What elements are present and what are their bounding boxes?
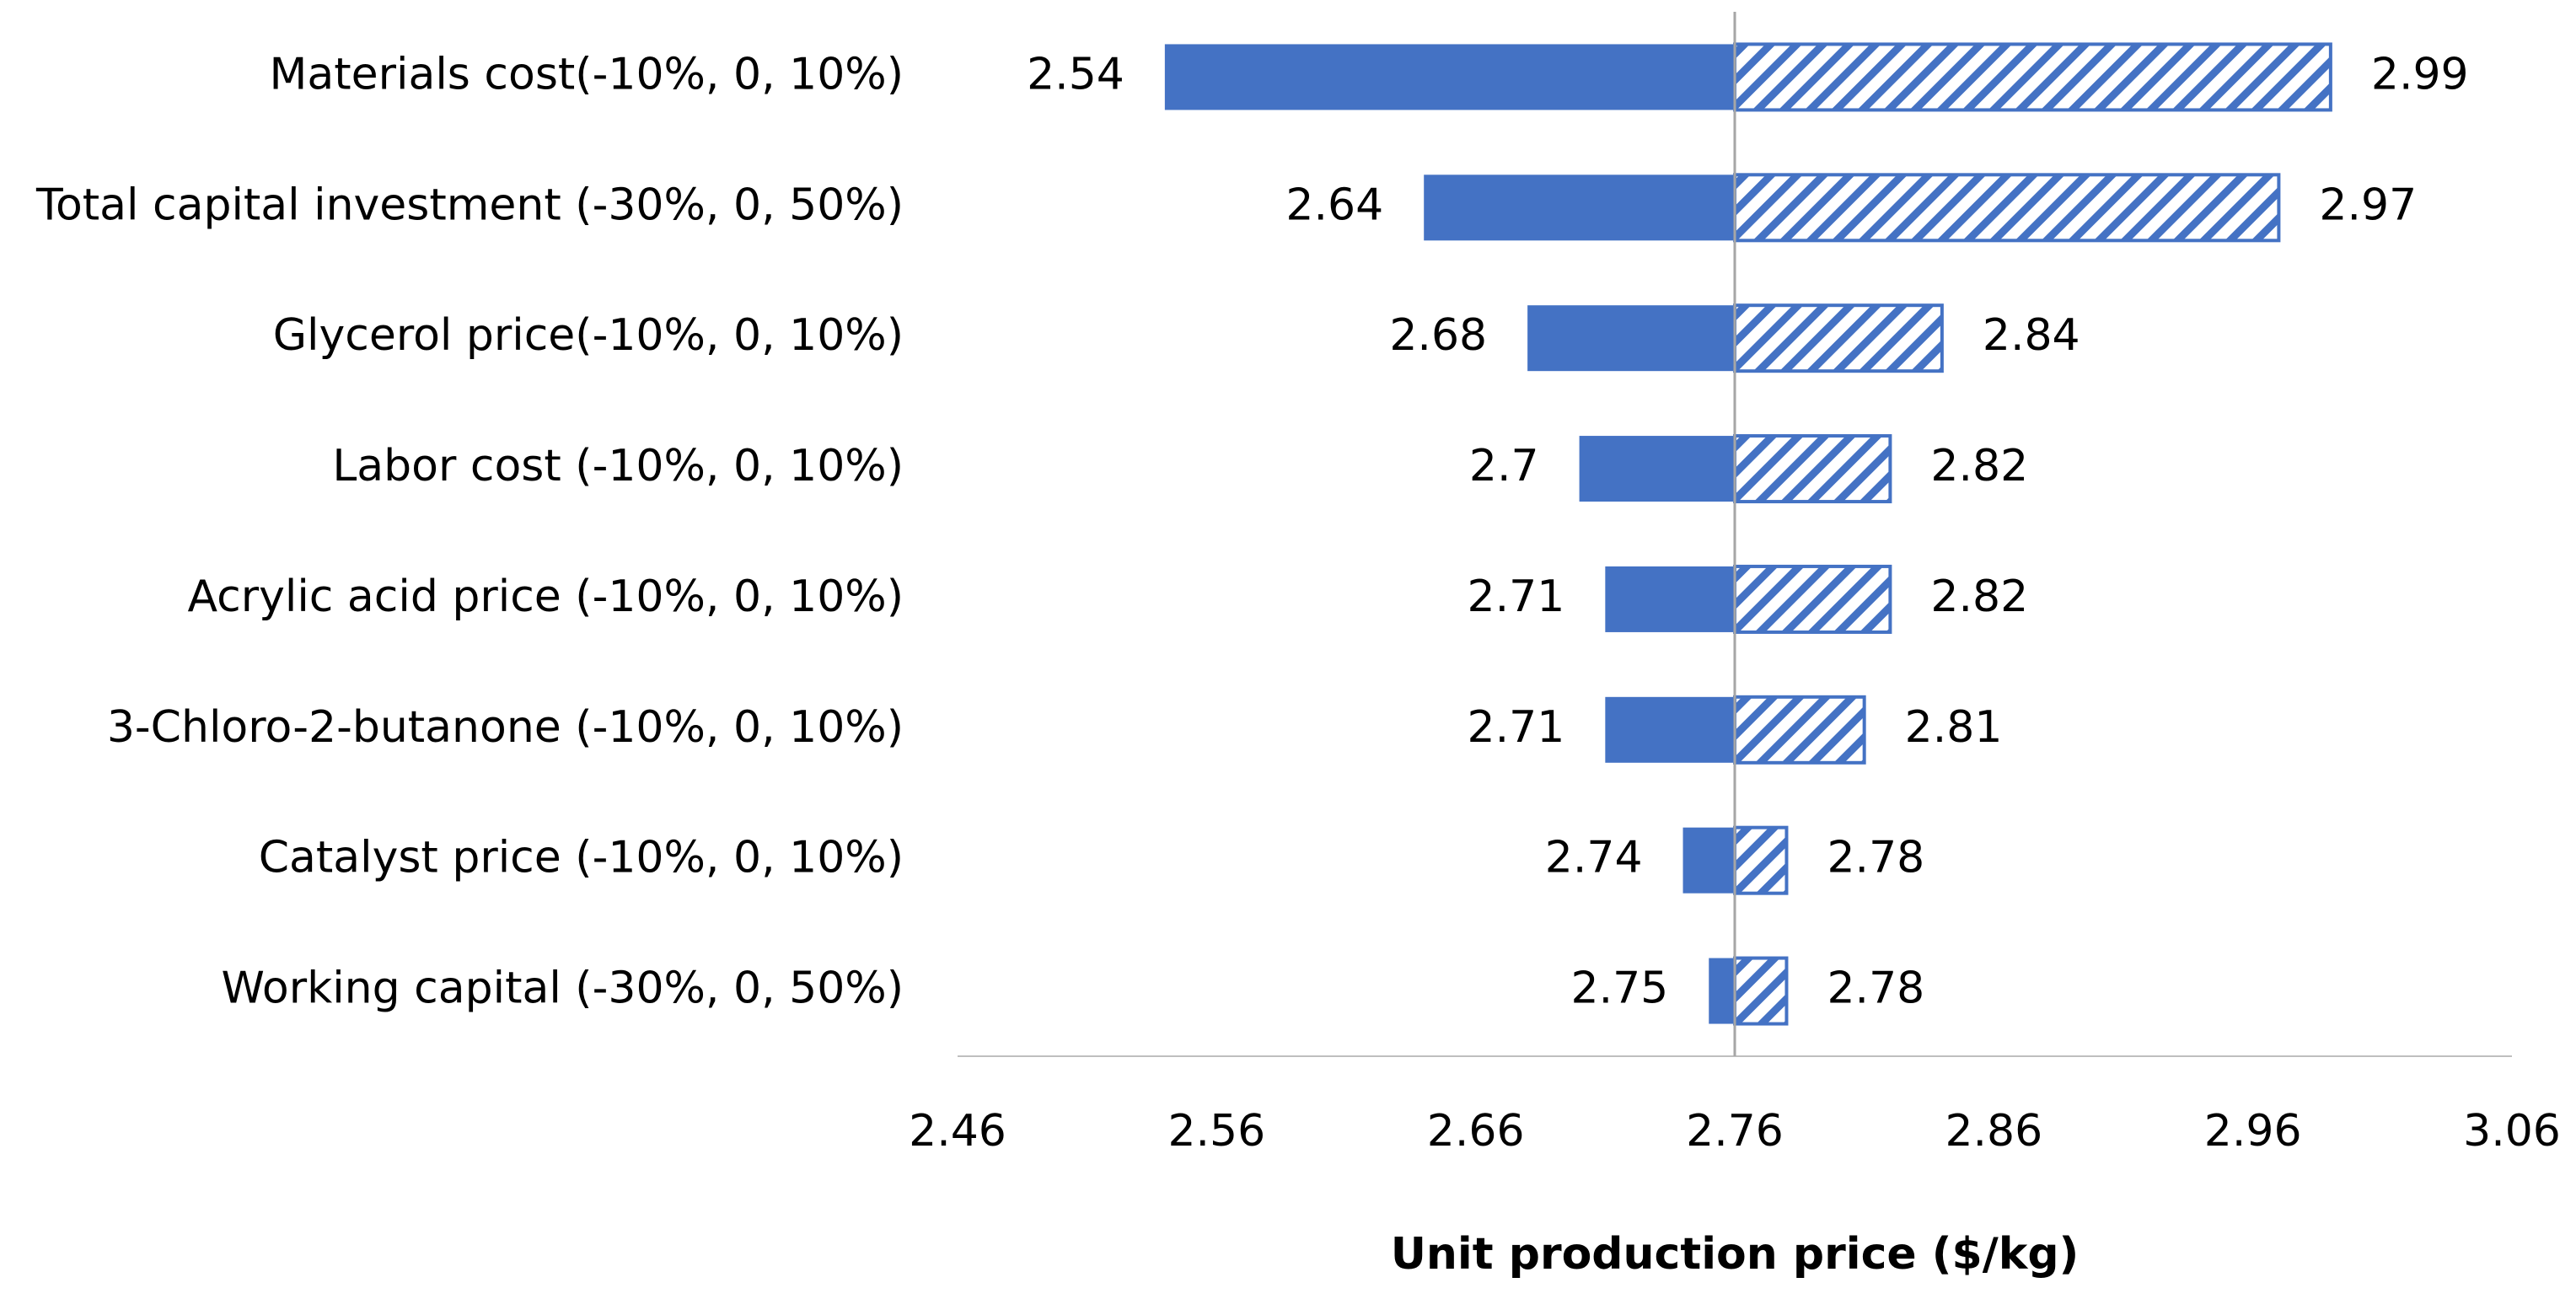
data-label: 2.82: [1930, 572, 2028, 622]
data-label: 2.71: [1468, 702, 1565, 753]
bar: [1164, 44, 1735, 110]
data-label: 2.68: [1389, 310, 1487, 361]
data-label: 2.84: [1983, 310, 2080, 361]
bar: [1424, 174, 1735, 241]
data-label: 2.78: [1827, 964, 1924, 1014]
data-label: 2.97: [2319, 180, 2417, 230]
x-tick-label: 2.56: [1167, 1106, 1265, 1157]
x-tick-label: 2.66: [1427, 1106, 1525, 1157]
data-label: 2.7: [1469, 441, 1539, 491]
category-label: Catalyst price (-10%, 0, 10%): [259, 833, 904, 883]
data-label: 2.71: [1468, 572, 1565, 622]
category-label: 3-Chloro-2-butanone (-10%, 0, 10%): [107, 702, 904, 753]
data-label: 2.74: [1545, 833, 1643, 883]
category-label: Labor cost (-10%, 0, 10%): [332, 441, 904, 491]
bar: [1733, 695, 1866, 765]
bar: [1605, 696, 1735, 763]
bar: [1709, 958, 1735, 1024]
bar: [1733, 434, 1892, 504]
category-label: Glycerol price(-10%, 0, 10%): [273, 310, 904, 361]
bar: [1682, 827, 1735, 894]
data-label: 2.81: [1905, 702, 2003, 753]
bar: [1733, 303, 1944, 373]
x-tick-label: 2.76: [1686, 1106, 1784, 1157]
data-label: 2.82: [1930, 441, 2028, 491]
x-axis-title: Unit production price ($/kg): [1391, 1229, 2080, 1280]
data-label: 2.99: [2371, 49, 2469, 99]
bar: [1733, 173, 2281, 243]
bar: [1733, 564, 1892, 634]
data-label: 2.75: [1570, 964, 1668, 1014]
bar: [1579, 436, 1735, 502]
x-tick-label: 2.96: [2204, 1106, 2302, 1157]
category-label: Acrylic acid price (-10%, 0, 10%): [188, 572, 904, 622]
data-label: 2.54: [1027, 49, 1124, 99]
category-label: Working capital (-30%, 0, 50%): [222, 964, 904, 1014]
bar: [1527, 305, 1735, 372]
bar: [1733, 956, 1789, 1026]
data-label: 2.78: [1827, 833, 1924, 883]
category-label: Total capital investment (-30%, 0, 50%): [35, 180, 904, 230]
x-tick-label: 2.86: [1945, 1106, 2042, 1157]
x-tick-label: 2.46: [909, 1106, 1006, 1157]
data-label: 2.64: [1285, 180, 1383, 230]
bar: [1733, 825, 1789, 895]
x-tick-label: 3.06: [2463, 1106, 2561, 1157]
bar: [1605, 566, 1735, 632]
bar: [1733, 42, 2332, 112]
category-label: Materials cost(-10%, 0, 10%): [270, 49, 904, 99]
